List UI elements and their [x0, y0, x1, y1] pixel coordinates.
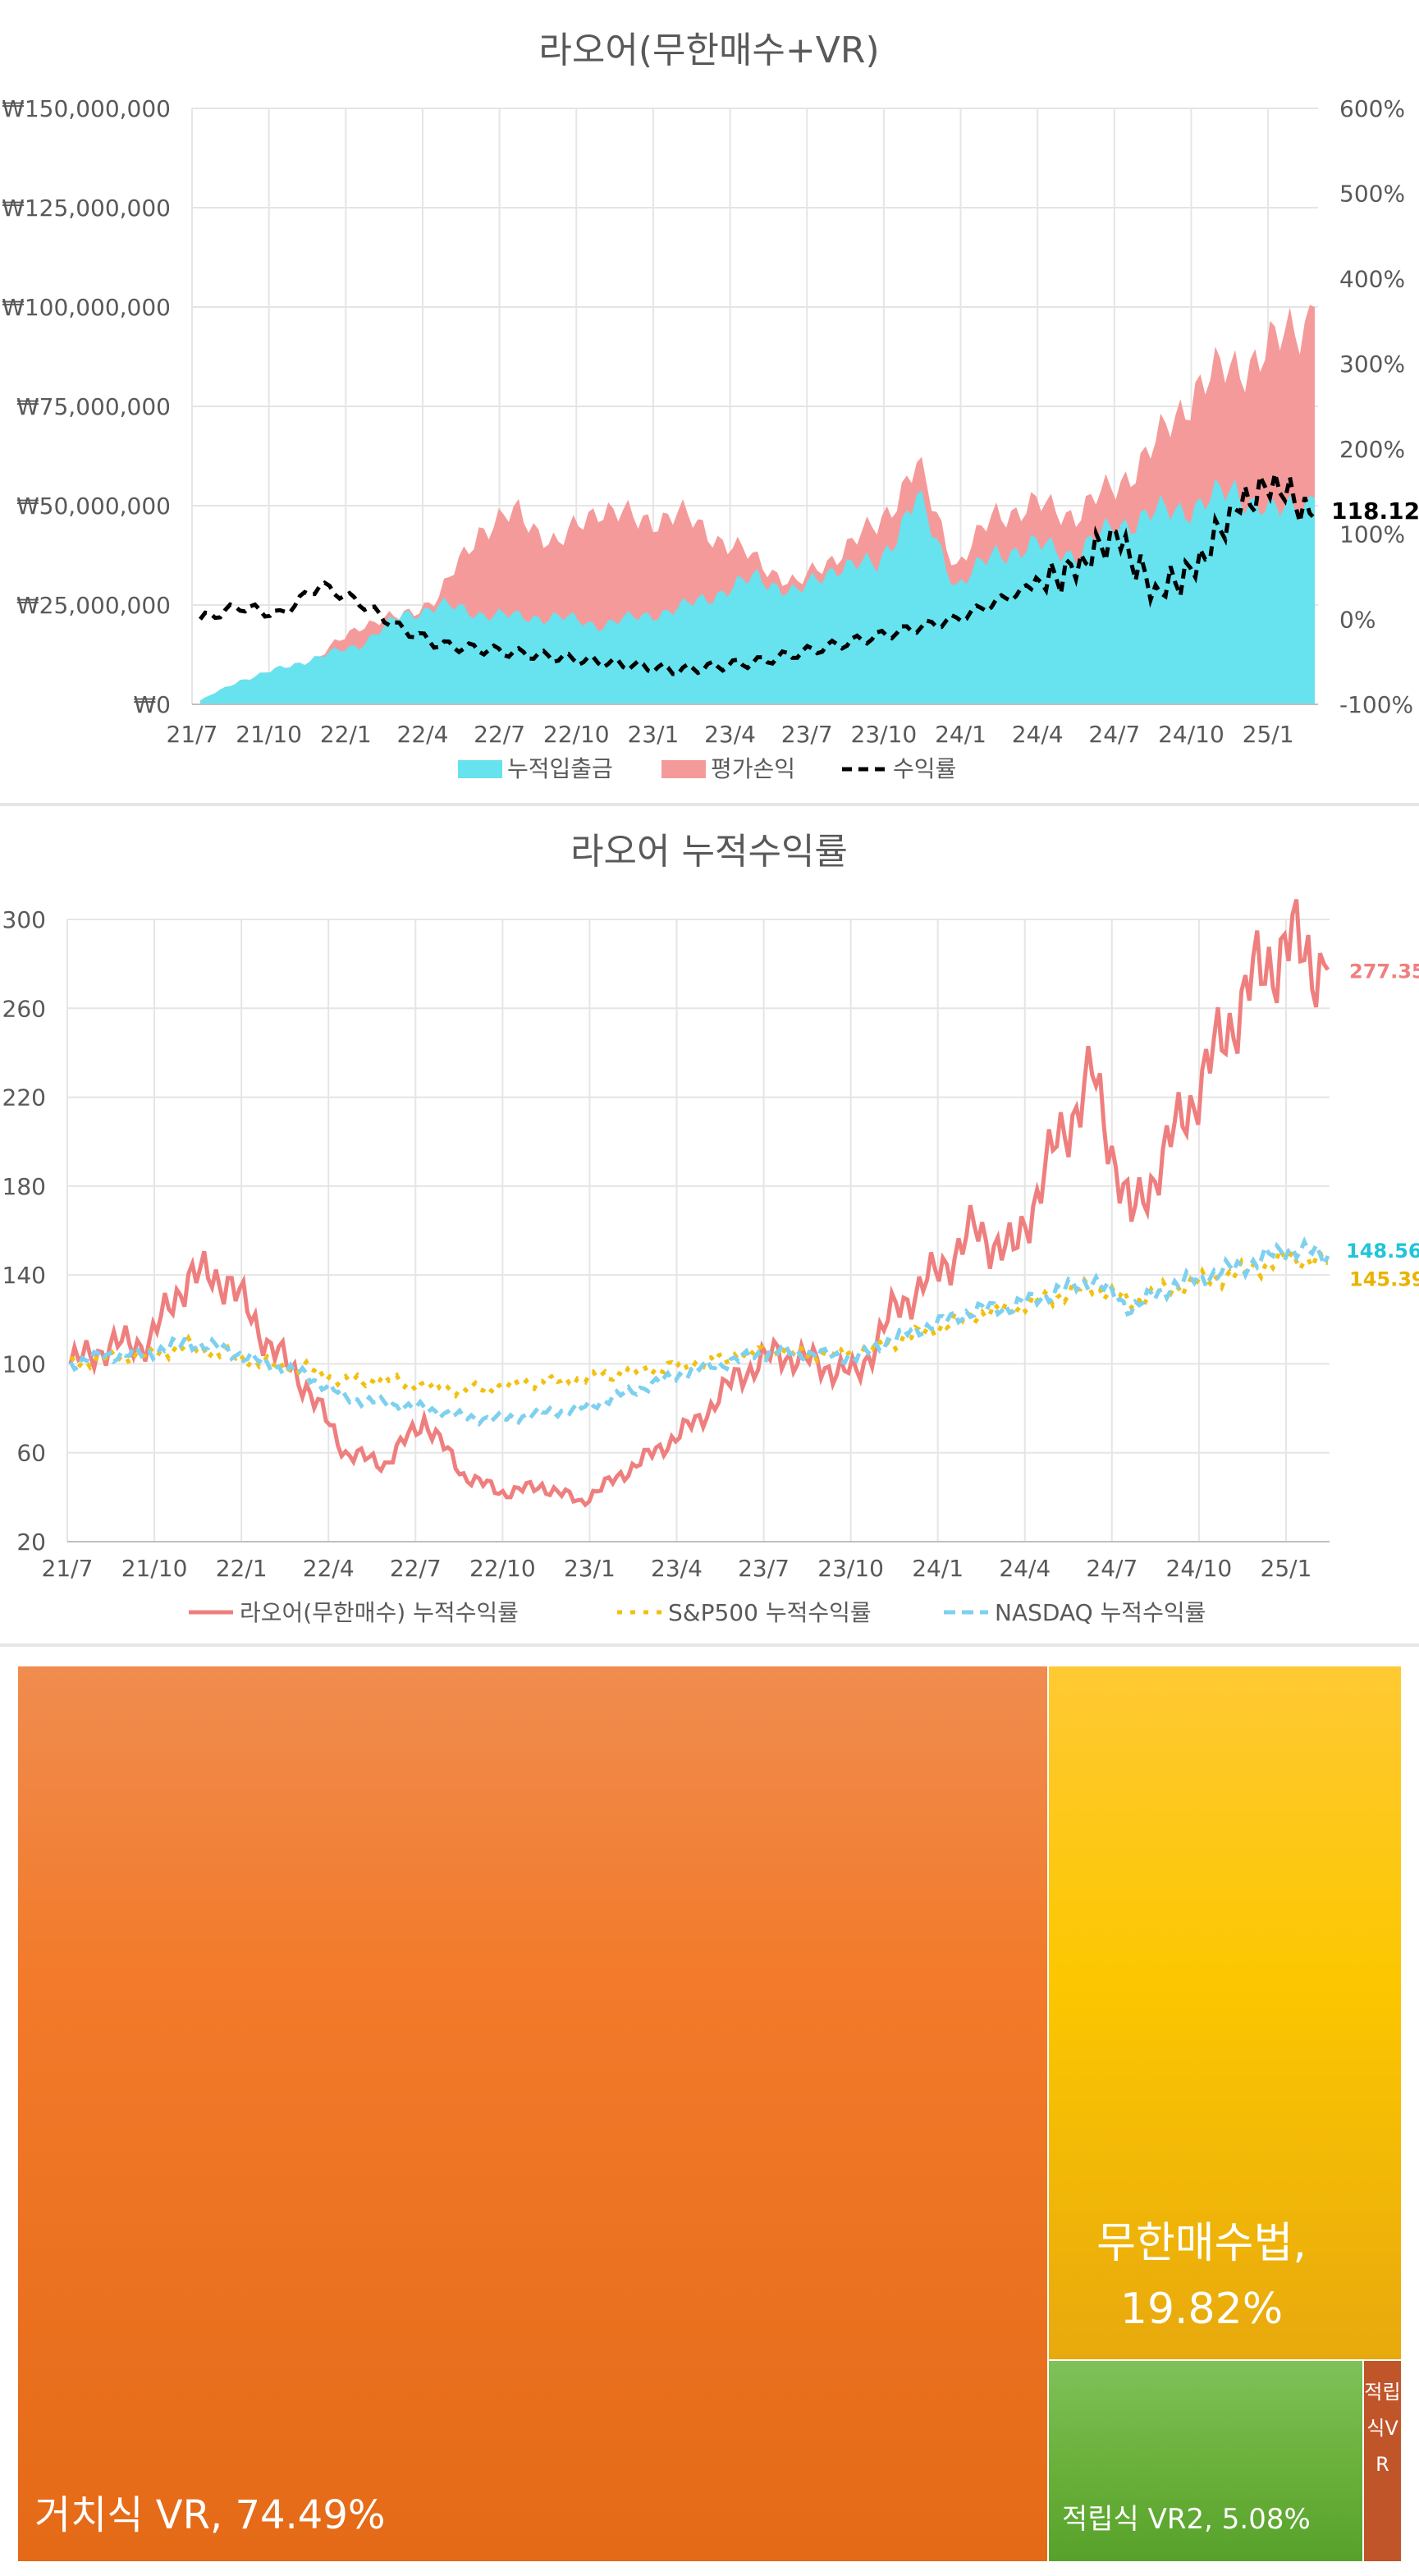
chart2-end-labels: 277.35 148.56 145.39: [1346, 960, 1419, 1290]
chart2-x-tick: 25/1: [1261, 1555, 1312, 1582]
chart1-x-tick: 24/10: [1158, 721, 1224, 748]
chart1-y-left-tick: ₩25,000,000: [16, 592, 171, 619]
legend-swatch-unrealized-pnl: [661, 760, 706, 778]
chart2-x-tick: 23/4: [651, 1555, 703, 1582]
chart2-x-tick: 21/7: [42, 1555, 94, 1582]
chart2-line-sp500: [69, 1244, 1329, 1400]
legend-label-nasdaq: NASDAQ 누적수익률: [995, 1599, 1206, 1626]
chart2-x-tick: 24/4: [999, 1555, 1051, 1582]
chart1-y-right-tick: 200%: [1339, 436, 1405, 463]
chart1-x-tick: 23/7: [781, 721, 833, 748]
chart1-x-tick: 21/10: [236, 721, 302, 748]
chart1-area-cumulative-deposits: [200, 479, 1315, 704]
chart-panel-1: 라오어(무한매수+VR) 21/7 21/10 22/1 22/4 22/7 22/10 2…: [0, 0, 1419, 806]
chart1-title: 라오어(무한매수+VR): [538, 30, 879, 71]
legend-label-sp500: S&P500 누적수익률: [668, 1599, 872, 1626]
chart1-y-right-tick: 300%: [1339, 351, 1405, 378]
chart1-end-label: 118.12%: [1331, 497, 1419, 525]
chart2-x-tick: 23/10: [817, 1555, 884, 1582]
chart2-legend: 라오어(무한매수) 누적수익률 S&P500 누적수익률 NASDAQ 누적수익률: [189, 1599, 1206, 1626]
legend-label-return: 수익률: [893, 755, 956, 782]
chart1-x-tick: 23/4: [704, 721, 756, 748]
chart1-y-left-tick: ₩100,000,000: [2, 294, 171, 321]
chart2-x-tick: 24/7: [1086, 1555, 1137, 1582]
chart2-x-tick: 22/4: [303, 1555, 355, 1582]
chart1-legend: 누적입출금 평가손익 수익률: [458, 755, 956, 782]
chart2-end-label-laoer: 277.35: [1349, 960, 1419, 983]
chart1-x-tick: 23/10: [851, 721, 918, 748]
chart1-axes: 21/7 21/10 22/1 22/4 22/7 22/10 23/1 23/4 23/7 23…: [2, 95, 1413, 748]
chart2-y-tick: 20: [16, 1529, 46, 1556]
chart1-y-right-tick: 600%: [1339, 95, 1405, 122]
treemap-label-infinite-buy-value: 19.82%: [1119, 2285, 1284, 2334]
chart2-x-tick: 22/7: [390, 1555, 442, 1582]
chart1-x-tick: 22/4: [397, 721, 449, 748]
chart1-y-left-tick: ₩150,000,000: [2, 95, 171, 122]
chart2-axes: 21/7 21/10 22/1 22/4 22/7 22/10 23/1 23/4 23/7 23…: [2, 906, 1330, 1582]
treemap-cell-installment-vr2: 적립식 VR2, 5.08%: [1049, 2361, 1362, 2561]
chart1-x-tick: 24/7: [1088, 721, 1140, 748]
chart1-y-right-tick: -100%: [1339, 691, 1413, 718]
chart2-gridlines: [66, 919, 1330, 1542]
chart2-y-tick: 140: [2, 1262, 46, 1289]
chart2-end-label-sp500: 145.39: [1349, 1268, 1419, 1291]
chart2-end-label-nasdaq: 148.56: [1346, 1240, 1419, 1263]
chart1-y-left-tick: ₩125,000,000: [2, 195, 171, 222]
chart1-y-left-tick: ₩75,000,000: [16, 393, 171, 420]
chart1-svg: 라오어(무한매수+VR) 21/7 21/10 22/1 22/4 22/7 22/10 2…: [2, 30, 1419, 782]
chart2-lines: [68, 899, 1330, 1508]
chart2-x-tick: 23/7: [738, 1555, 790, 1582]
treemap-cell-lump-sum-vr: 거치식 VR, 74.49%: [18, 1666, 1047, 2561]
chart2-y-tick: 300: [2, 906, 46, 933]
chart1-x-tick: 21/7: [167, 721, 218, 748]
chart1-x-tick: 25/1: [1243, 721, 1294, 748]
chart2-svg: 라오어 누적수익률 21/7 21/10 22/1 22/4 22/7 22/10 23/1…: [2, 831, 1419, 1626]
chart1-y-right-tick: 400%: [1339, 265, 1405, 292]
chart2-x-tick: 22/1: [216, 1555, 268, 1582]
chart2-title: 라오어 누적수익률: [570, 831, 848, 873]
treemap-label-installment-vr: 적립식VR: [1364, 2381, 1401, 2476]
treemap-label-lump-sum-vr: 거치식 VR, 74.49%: [34, 2492, 386, 2538]
chart2-y-tick: 60: [16, 1440, 46, 1467]
legend-swatch-cumulative-deposits: [458, 760, 502, 778]
chart1-x-tick: 22/10: [543, 721, 610, 748]
chart1-y-right-tick: 100%: [1339, 521, 1405, 548]
chart1-y-left-tick: ₩50,000,000: [16, 493, 171, 520]
chart2-y-tick: 220: [2, 1084, 46, 1112]
chart2-x-tick: 24/1: [912, 1555, 964, 1582]
chart1-x-tick: 24/1: [935, 721, 986, 748]
chart1-y-right-tick: 500%: [1339, 181, 1405, 208]
chart2-y-tick: 260: [2, 995, 46, 1022]
treemap-label-installment-vr2: 적립식 VR2, 5.08%: [1062, 2503, 1311, 2536]
treemap-cell-installment-vr: 적립식VR: [1364, 2361, 1401, 2561]
chart2-line-nasdaq: [68, 1235, 1330, 1428]
legend-label-laoer: 라오어(무한매수) 누적수익률: [240, 1599, 519, 1626]
chart1-x-tick: 22/1: [320, 721, 372, 748]
chart1-y-right-tick: 0%: [1339, 606, 1376, 633]
chart2-x-tick: 24/10: [1166, 1555, 1233, 1582]
chart2-x-tick: 23/1: [564, 1555, 616, 1582]
chart1-y-left-tick: ₩0: [134, 691, 172, 718]
chart1-x-tick: 24/4: [1012, 721, 1064, 748]
treemap-cell-infinite-buy: 무한매수법, 19.82%: [1049, 1666, 1401, 2359]
treemap-label-infinite-buy: 무한매수법,: [1096, 2219, 1307, 2268]
chart2-line-laoer: [68, 899, 1330, 1508]
legend-label-cumulative-deposits: 누적입출금: [507, 755, 613, 782]
chart2-y-tick: 100: [2, 1350, 46, 1377]
chart2-x-tick: 22/10: [469, 1555, 536, 1582]
chart1-x-tick: 22/7: [474, 721, 525, 748]
chart1-x-tick: 23/1: [627, 721, 679, 748]
chart-panel-2: 라오어 누적수익률 21/7 21/10 22/1 22/4 22/7 22/10 23/1…: [0, 806, 1419, 1647]
chart1-areas: [199, 305, 1316, 704]
treemap-panel: 거치식 VR, 74.49% 무한매수법, 19.82% 적립식 VR2, 5.…: [0, 1647, 1419, 2576]
chart2-y-tick: 180: [2, 1173, 46, 1200]
chart1-line-return: [199, 469, 1316, 676]
legend-label-unrealized-pnl: 평가손익: [711, 755, 795, 782]
chart2-x-tick: 21/10: [121, 1555, 188, 1582]
